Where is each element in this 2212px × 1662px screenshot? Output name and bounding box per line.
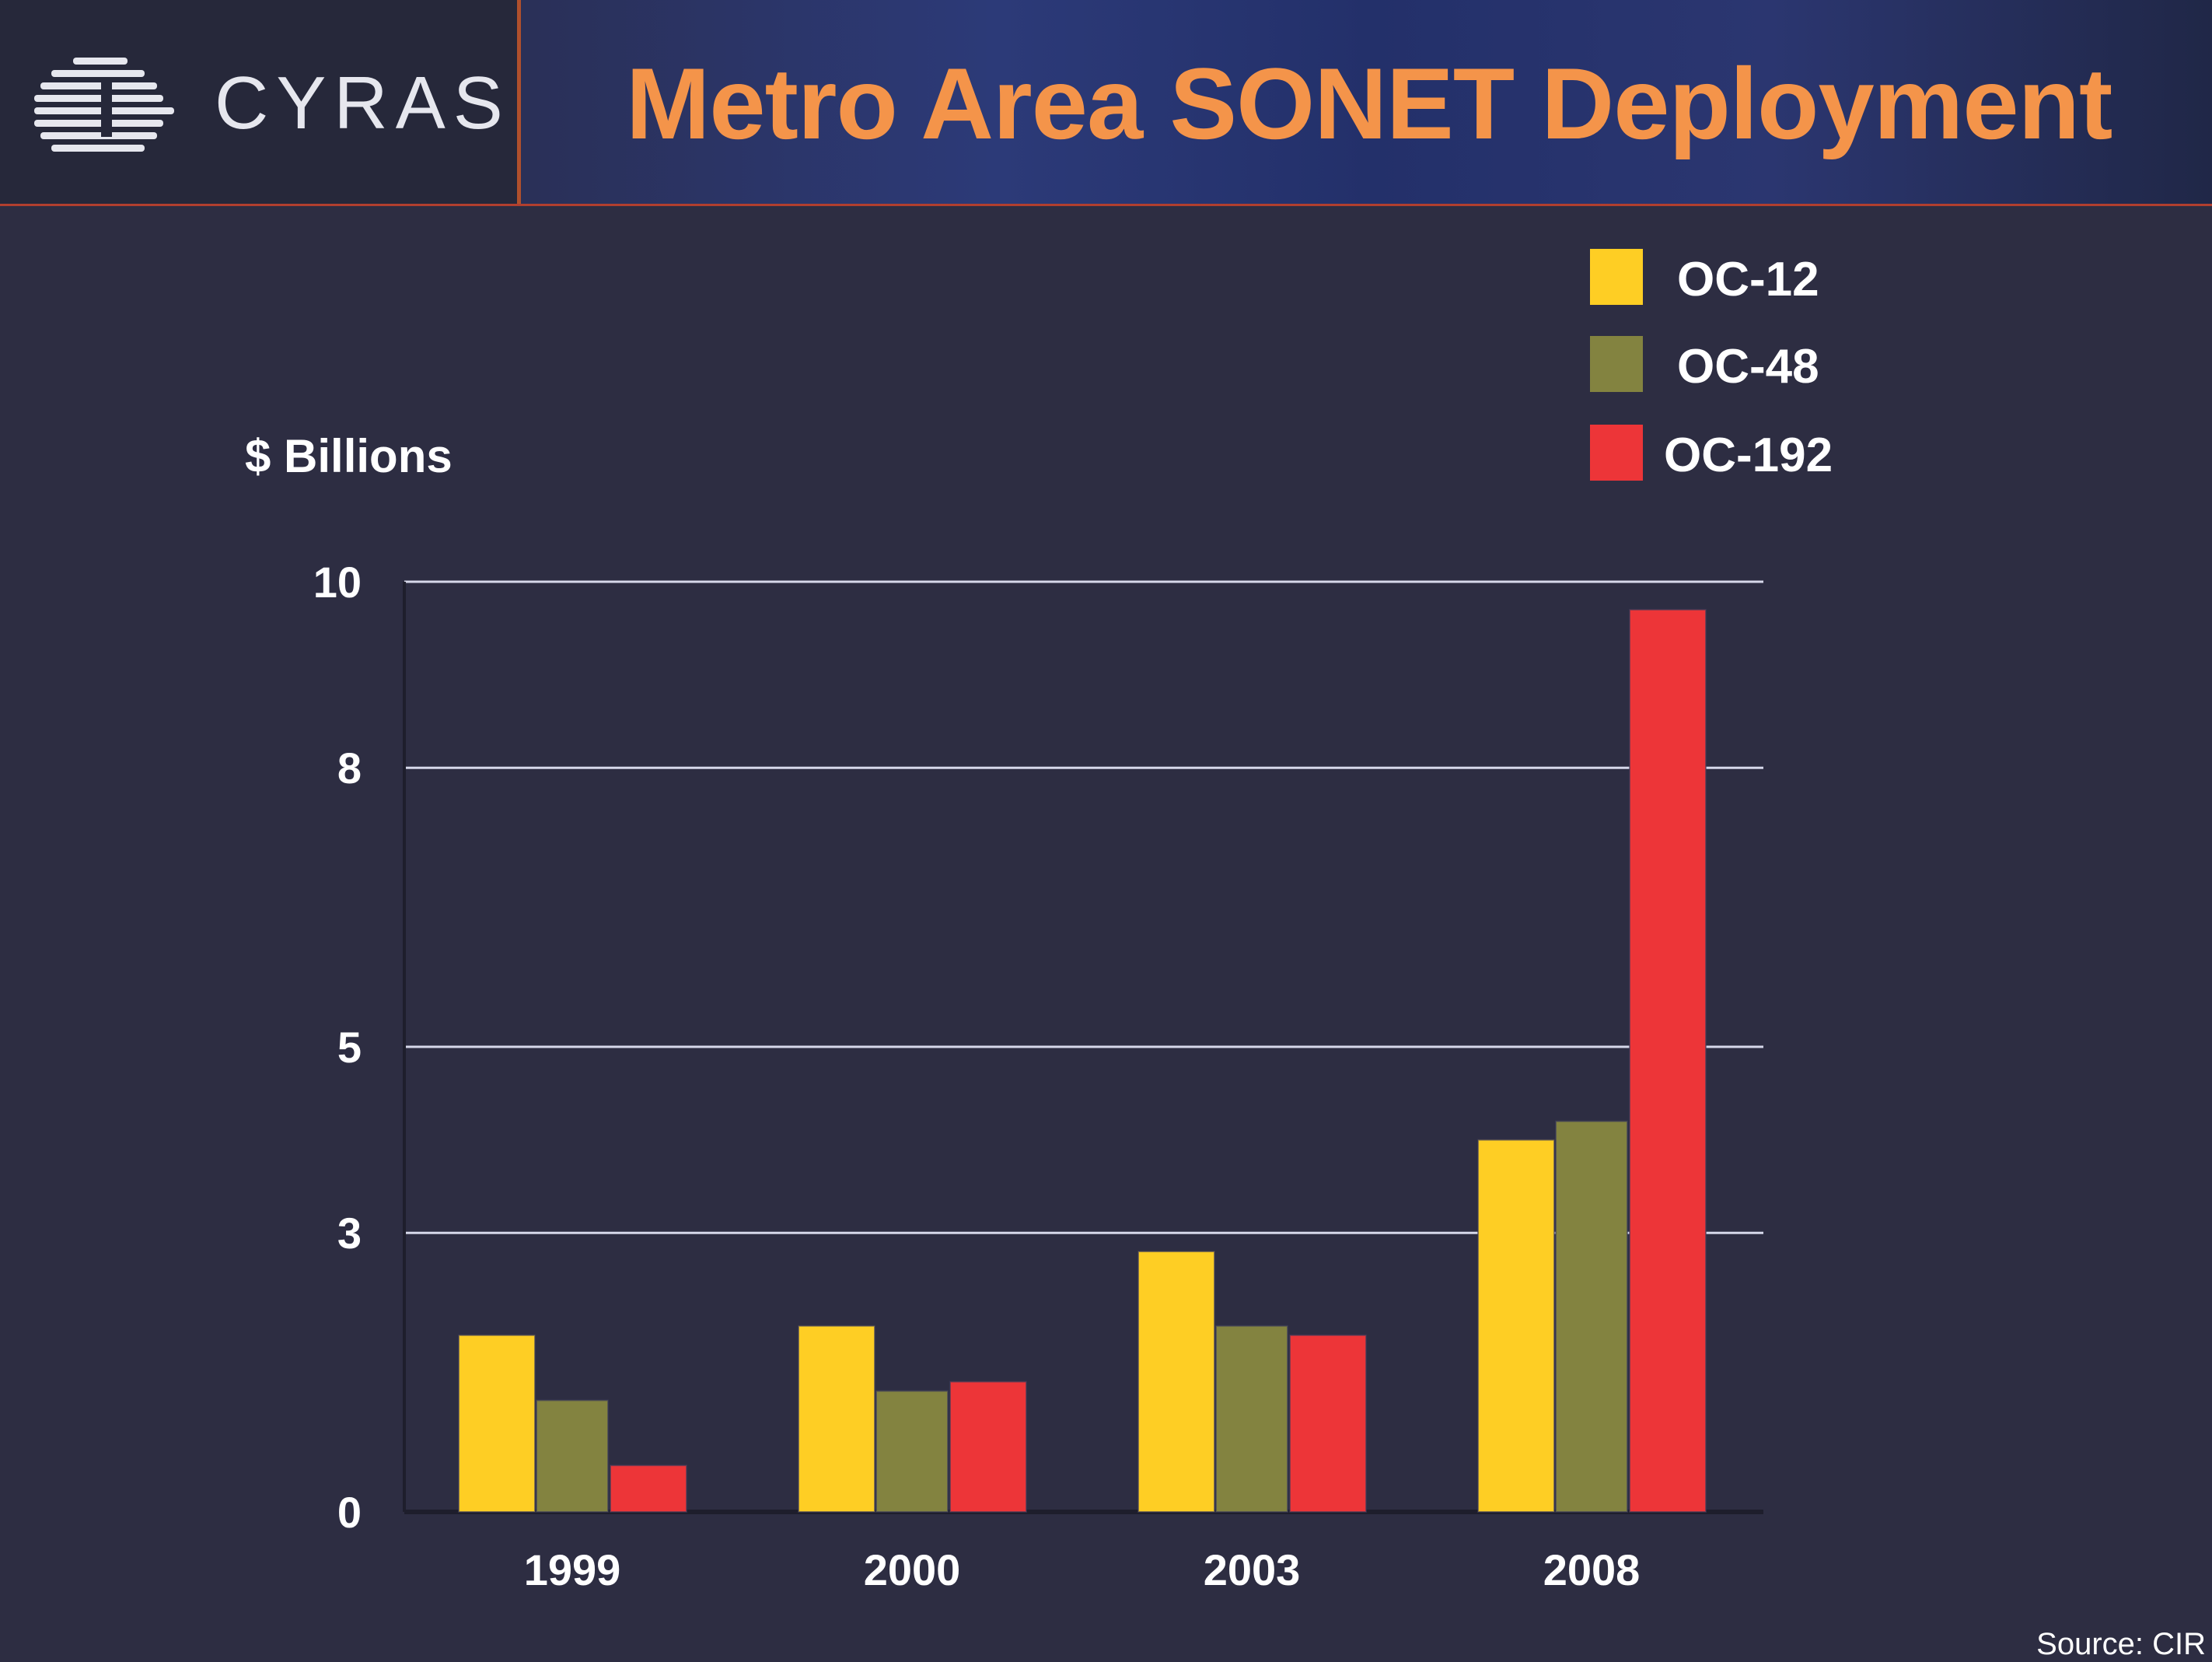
bar-oc-192-2008 (1629, 608, 1707, 1513)
bar-oc-12-1999 (458, 1334, 536, 1513)
header-banner: CYRAS Metro Area SONET Deployment (0, 0, 2212, 206)
legend-item-oc-12: OC-12 (1590, 249, 2056, 306)
x-tick-label: 1999 (524, 1545, 621, 1594)
y-tick-label: 5 (337, 1023, 362, 1072)
x-tick-label: 2003 (1204, 1545, 1301, 1594)
bar-oc-48-2003 (1215, 1324, 1288, 1513)
legend-swatch (1590, 249, 1643, 305)
bar-oc-192-2003 (1289, 1334, 1367, 1513)
bar-oc-192-1999 (610, 1464, 687, 1513)
bar-oc-48-2000 (875, 1390, 949, 1513)
legend-swatch (1590, 425, 1643, 481)
header-bottom-bar (0, 204, 2212, 206)
bar-oc-12-2000 (798, 1324, 875, 1513)
legend-item-oc-192: OC-192 (1590, 425, 2056, 482)
x-tick-label: 2000 (864, 1545, 961, 1594)
legend-swatch (1590, 336, 1643, 392)
legend-label: OC-192 (1664, 429, 1833, 482)
page-title: Metro Area SONET Deployment (626, 47, 2112, 160)
bar-oc-12-2003 (1137, 1251, 1215, 1513)
bar-oc-48-2008 (1555, 1120, 1628, 1513)
bar-oc-12-2008 (1477, 1139, 1555, 1513)
legend-label: OC-48 (1677, 340, 1819, 394)
legend-item-oc-48: OC-48 (1590, 336, 2056, 394)
bar-oc-48-1999 (536, 1399, 609, 1513)
header-divider (517, 0, 521, 206)
x-tick-label: 2008 (1543, 1545, 1641, 1594)
cyras-logo-icon (34, 58, 174, 152)
y-tick-label: 0 (337, 1488, 362, 1537)
bar-oc-192-2000 (949, 1380, 1027, 1513)
y-axis-label: $ Billions (245, 430, 453, 482)
legend-label: OC-12 (1677, 253, 1819, 306)
source-note: Source: CIR (2036, 1627, 2206, 1661)
y-tick-label: 8 (337, 744, 362, 793)
y-tick-label: 3 (337, 1209, 362, 1258)
brand-name: CYRAS (215, 61, 511, 145)
y-tick-label: 10 (313, 558, 362, 607)
logo-panel (0, 0, 519, 206)
